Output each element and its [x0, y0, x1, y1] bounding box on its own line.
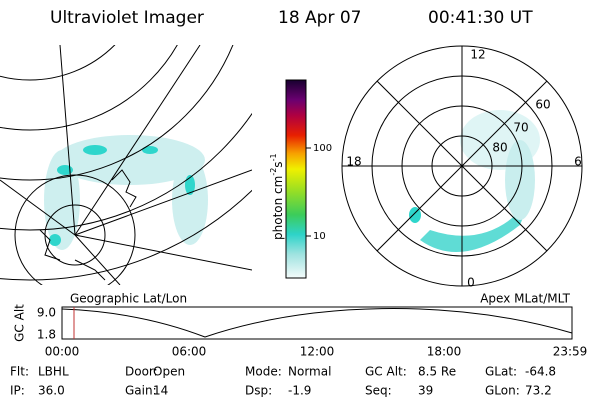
time-label: 12:00	[300, 345, 335, 359]
y-label: 1.8	[37, 328, 56, 342]
label-exp: -1	[269, 153, 278, 161]
colorbar-tick: 10	[313, 231, 326, 242]
info-label: Door:	[125, 365, 158, 379]
label-unit: s	[271, 161, 285, 167]
mlt-label: 0	[467, 276, 475, 290]
info-value: Open	[153, 365, 185, 379]
mlt-label: 12	[470, 48, 485, 62]
time-label: 18:00	[427, 345, 462, 359]
axis-label: GC Alt	[13, 304, 27, 342]
info-value: -64.8	[525, 365, 556, 379]
info-value: Normal	[288, 365, 331, 379]
info-label: IP:	[10, 384, 25, 398]
info-value: 39	[418, 384, 433, 398]
info-value: 73.2	[525, 384, 552, 398]
polar-map: 12 18 6 0 60 70 80	[341, 45, 583, 290]
info-value: LBHL	[38, 365, 69, 379]
info-label: GC Alt:	[365, 365, 407, 379]
time-label: 06:00	[172, 345, 207, 359]
info-label: Mode:	[245, 365, 282, 379]
panel-label: Geographic Lat/Lon	[70, 292, 187, 306]
y-label: 9.0	[37, 306, 56, 320]
info-value: 36.0	[38, 384, 65, 398]
colorbar: 100 10 photon cm-2s-1	[269, 79, 332, 279]
altitude-plot: GC Alt 9.0 1.8 00:00 06:00 12:00 18:00 2…	[13, 304, 588, 359]
info-value: -1.9	[288, 384, 311, 398]
mlt-label: 18	[346, 155, 361, 169]
info-fields: Flt: LBHL Door:Open Mode: Normal GC Alt: 8.5 R…	[10, 365, 556, 398]
mlat-label: 60	[535, 98, 550, 112]
colorbar-tick: 100	[313, 143, 332, 154]
time: 00:41:30 UT	[428, 8, 533, 28]
panel-label: Apex MLat/MLT	[480, 292, 570, 306]
info-value: 8.5 Re	[418, 365, 456, 379]
mlt-label: 6	[574, 155, 582, 169]
mlat-label: 80	[492, 141, 507, 155]
title: Ultraviolet Imager	[50, 8, 204, 28]
mlat-label: 70	[513, 121, 528, 135]
info-value: 14	[153, 384, 168, 398]
info-label: Dsp:	[245, 384, 272, 398]
time-label: 23:59	[553, 345, 588, 359]
time-label: 00:00	[45, 345, 80, 359]
info-label: Seq:	[365, 384, 392, 398]
label-base: photon cm	[271, 176, 285, 240]
info-label: Gain:	[125, 384, 157, 398]
info-label: GLon:	[485, 384, 520, 398]
info-label: GLat:	[485, 365, 517, 379]
info-label: Flt:	[10, 365, 29, 379]
date: 18 Apr 07	[278, 8, 361, 28]
label-exp: -2	[269, 168, 278, 176]
geographic-map	[0, 45, 252, 285]
header: Ultraviolet Imager 18 Apr 07 00:41:30 UT	[50, 8, 533, 28]
colorbar-label: photon cm-2s-1	[269, 153, 285, 240]
